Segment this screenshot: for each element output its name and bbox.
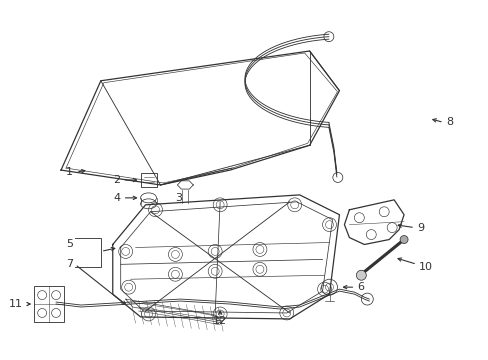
- Text: 11: 11: [9, 299, 23, 309]
- Text: 7: 7: [66, 259, 73, 269]
- Text: 12: 12: [213, 316, 227, 326]
- Text: 10: 10: [418, 262, 432, 272]
- Circle shape: [399, 235, 407, 243]
- Text: 9: 9: [416, 222, 423, 233]
- Text: 3: 3: [175, 193, 182, 203]
- Text: 4: 4: [113, 193, 121, 203]
- Text: 1: 1: [66, 167, 73, 177]
- Text: 6: 6: [357, 282, 364, 292]
- Circle shape: [356, 270, 366, 280]
- Text: 5: 5: [66, 239, 73, 249]
- Text: 2: 2: [113, 175, 121, 185]
- Bar: [141, 173, 156, 187]
- Text: 8: 8: [445, 117, 452, 127]
- Bar: [34, 286, 64, 322]
